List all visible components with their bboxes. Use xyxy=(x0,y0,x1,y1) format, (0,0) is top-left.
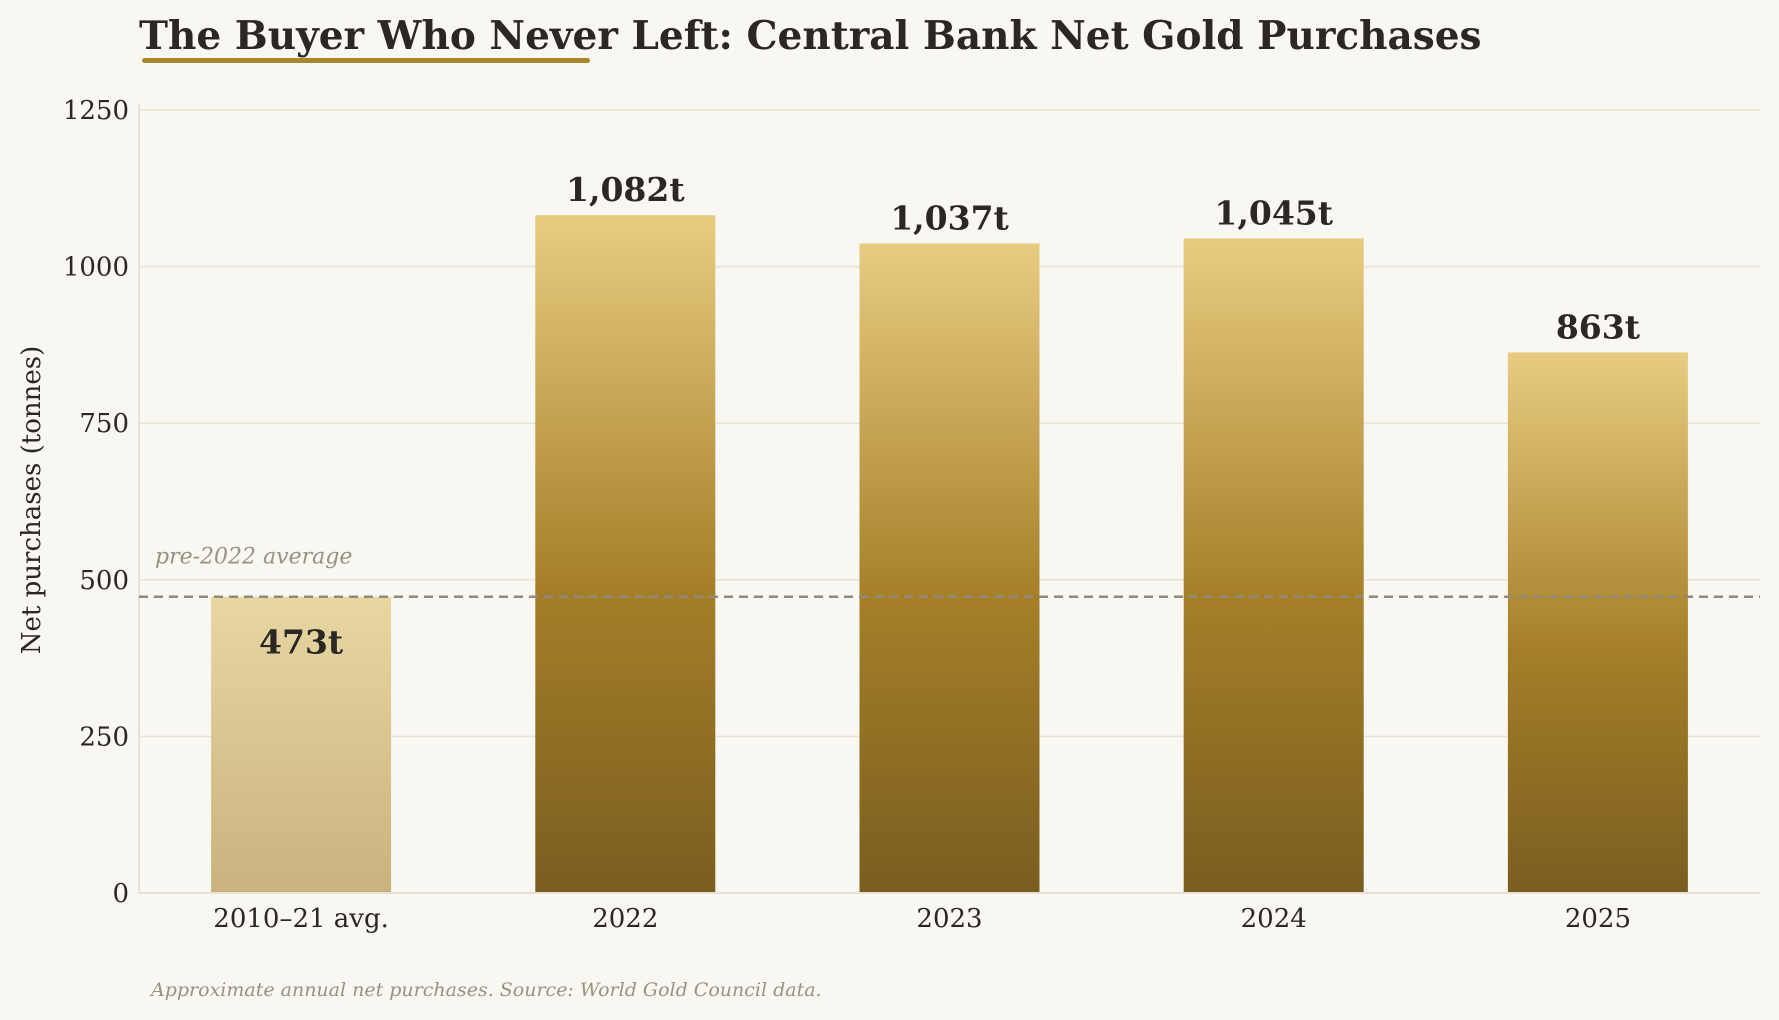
data-label: 473t xyxy=(259,623,344,662)
bar-2023 xyxy=(859,243,1040,893)
y-axis-label: Net purchases (tonnes) xyxy=(17,346,47,654)
y-tick-label: 0 xyxy=(112,879,129,909)
data-label: 1,082t xyxy=(566,170,685,209)
reference-line-group: pre-2022 average xyxy=(139,545,1760,598)
chart-title: The Buyer Who Never Left: Central Bank N… xyxy=(139,13,1481,59)
bar-2024 xyxy=(1183,238,1364,894)
x-tick-label: 2024 xyxy=(1241,904,1307,934)
y-tick-label: 250 xyxy=(79,722,129,752)
footnote: Approximate annual net purchases. Source… xyxy=(149,979,822,1001)
y-tick-label: 1000 xyxy=(63,253,129,283)
x-tick-label: 2025 xyxy=(1565,904,1631,934)
y-tick-label: 750 xyxy=(79,409,129,439)
x-tick-label: 2023 xyxy=(916,904,982,934)
y-tick-label: 1250 xyxy=(63,96,129,126)
data-label: 1,045t xyxy=(1214,193,1333,232)
x-tick-label: 2022 xyxy=(592,904,658,934)
bar-2022 xyxy=(535,215,716,893)
data-label: 1,037t xyxy=(890,198,1009,237)
x-tick-label: 2010–21 avg. xyxy=(213,904,389,934)
bar-2010-21-avg- xyxy=(211,596,392,893)
y-tick-label: 500 xyxy=(79,566,129,596)
axes: 0 250 500 750 1000 1250 2010–21 avg. 2022 2023 20… xyxy=(63,96,1760,934)
title-underline xyxy=(142,58,590,63)
data-labels: 473t 1,082t 1,037t 1,045t 863t xyxy=(259,170,1641,661)
bars xyxy=(211,215,1688,894)
bar-2025 xyxy=(1507,352,1688,893)
reference-line-label: pre-2022 average xyxy=(155,545,352,570)
data-label: 863t xyxy=(1556,307,1641,346)
